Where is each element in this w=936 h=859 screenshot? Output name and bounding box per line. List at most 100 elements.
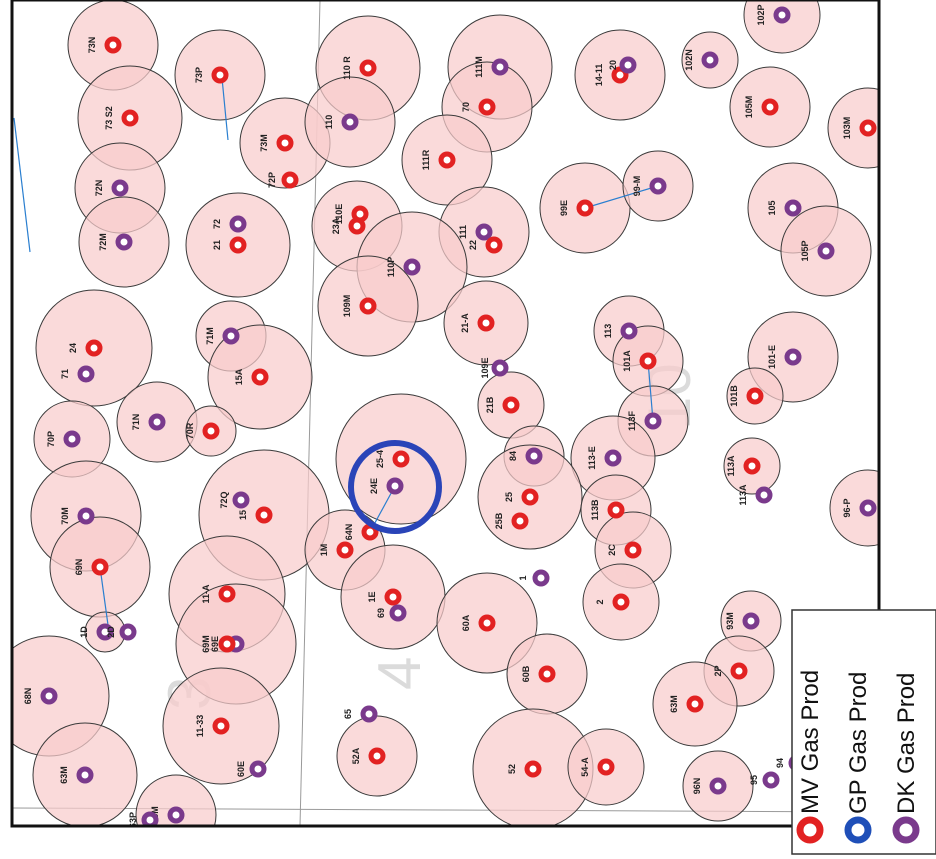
well-dk-icon[interactable]: [773, 6, 791, 24]
well-marker[interactable]: 72P: [267, 171, 299, 189]
well-marker[interactable]: 2C: [607, 541, 642, 559]
well-dk-icon[interactable]: [620, 322, 638, 340]
well-marker[interactable]: 109E: [480, 357, 509, 379]
well-marker[interactable]: 63P: [128, 811, 159, 828]
well-dk-icon[interactable]: [403, 258, 421, 276]
well-marker[interactable]: 1D: [79, 623, 114, 641]
well-dk-icon[interactable]: [859, 499, 877, 517]
well-mv-icon[interactable]: [761, 98, 779, 116]
well-mv-icon[interactable]: [212, 717, 230, 735]
well-marker[interactable]: 63M: [59, 766, 94, 784]
well-marker[interactable]: 93M: [725, 612, 760, 630]
well-marker[interactable]: 25: [504, 488, 539, 506]
well-marker[interactable]: 54-A: [580, 757, 615, 777]
well-marker[interactable]: 95: [749, 771, 780, 789]
well-mv-icon[interactable]: [624, 541, 642, 559]
well-marker[interactable]: 25B: [494, 512, 529, 530]
well-marker[interactable]: 113A: [726, 455, 761, 477]
well-mv-icon[interactable]: [384, 588, 402, 606]
well-marker[interactable]: 96-P: [842, 498, 877, 518]
well-marker[interactable]: 60E: [236, 760, 267, 778]
well-mv-icon[interactable]: [368, 747, 386, 765]
well-marker[interactable]: 52: [507, 760, 542, 778]
well-marker[interactable]: 102N: [684, 49, 719, 71]
well-dk-icon[interactable]: [386, 477, 404, 495]
well-marker[interactable]: 113B: [590, 499, 625, 521]
well-mv-icon[interactable]: [251, 368, 269, 386]
well-mv-icon[interactable]: [485, 236, 503, 254]
well-dk-icon[interactable]: [119, 623, 137, 641]
well-mv-icon[interactable]: [538, 665, 556, 683]
well-marker[interactable]: 113: [603, 322, 638, 340]
well-dk-icon[interactable]: [148, 413, 166, 431]
well-mv-icon[interactable]: [202, 422, 220, 440]
well-dk-icon[interactable]: [762, 771, 780, 789]
well-marker[interactable]: 22: [468, 236, 503, 254]
well-marker[interactable]: 2P: [713, 662, 748, 680]
well-mv-icon[interactable]: [521, 488, 539, 506]
well-marker[interactable]: 21B: [485, 396, 520, 414]
well-marker[interactable]: 72N: [94, 179, 129, 197]
well-marker[interactable]: 110P: [386, 257, 421, 278]
well-marker[interactable]: 71: [60, 365, 95, 383]
well-dk-icon[interactable]: [232, 491, 250, 509]
well-marker[interactable]: 70: [461, 98, 496, 116]
well-marker[interactable]: 70R: [185, 422, 220, 440]
well-marker[interactable]: 110E: [334, 204, 369, 225]
well-dk-icon[interactable]: [167, 806, 185, 824]
well-dk-icon[interactable]: [755, 486, 773, 504]
well-marker[interactable]: 71M: [205, 327, 240, 345]
well-marker[interactable]: 68N: [23, 687, 58, 705]
well-marker[interactable]: 1E: [367, 588, 402, 606]
well-marker[interactable]: 101A: [622, 350, 657, 372]
well-dk-icon[interactable]: [63, 430, 81, 448]
well-mv-icon[interactable]: [612, 593, 630, 611]
well-mv-icon[interactable]: [218, 585, 236, 603]
well-mv-icon[interactable]: [276, 134, 294, 152]
well-marker[interactable]: 105P: [800, 240, 835, 262]
well-mv-icon[interactable]: [611, 66, 629, 84]
well-marker[interactable]: 110: [324, 113, 359, 131]
well-dk-icon[interactable]: [701, 51, 719, 69]
well-mv-icon[interactable]: [85, 339, 103, 357]
well-mv-icon[interactable]: [478, 614, 496, 632]
well-dk-icon[interactable]: [115, 233, 133, 251]
well-dk-icon[interactable]: [389, 604, 407, 622]
well-marker[interactable]: 24E: [369, 477, 404, 495]
well-marker[interactable]: 11-A: [201, 584, 236, 604]
well-mv-icon[interactable]: [477, 314, 495, 332]
well-mv-icon[interactable]: [743, 457, 761, 475]
well-marker[interactable]: 60B: [521, 665, 556, 683]
well-marker[interactable]: 21-A: [460, 313, 495, 333]
well-mv-icon[interactable]: [255, 506, 273, 524]
well-dk-icon[interactable]: [77, 507, 95, 525]
well-marker[interactable]: 99-M: [632, 176, 667, 197]
well-marker[interactable]: 60A: [461, 614, 496, 632]
well-marker[interactable]: 113A: [738, 484, 773, 506]
well-mv-icon[interactable]: [502, 396, 520, 414]
well-mv-icon[interactable]: [104, 36, 122, 54]
well-marker[interactable]: 24: [68, 339, 103, 357]
well-marker[interactable]: 64N: [344, 523, 379, 541]
well-dk-icon[interactable]: [784, 348, 802, 366]
well-marker[interactable]: 105M: [744, 96, 779, 119]
well-dk-icon[interactable]: [649, 177, 667, 195]
well-marker[interactable]: 69M: [201, 635, 236, 653]
well-mv-icon[interactable]: [91, 558, 109, 576]
well-marker[interactable]: 65: [343, 705, 378, 723]
well-dk-icon[interactable]: [491, 58, 509, 76]
well-dk-icon[interactable]: [784, 199, 802, 217]
well-mv-icon[interactable]: [730, 662, 748, 680]
well-marker[interactable]: 84: [508, 447, 543, 465]
well-marker[interactable]: 111: [458, 223, 493, 241]
well-mv-icon[interactable]: [281, 171, 299, 189]
well-mv-icon[interactable]: [121, 109, 139, 127]
well-marker[interactable]: 20: [608, 56, 637, 74]
well-marker[interactable]: 70P: [46, 430, 81, 448]
well-marker[interactable]: 73 S2: [104, 106, 139, 130]
well-dk-icon[interactable]: [77, 365, 95, 383]
well-dk-icon[interactable]: [360, 705, 378, 723]
well-dk-icon[interactable]: [96, 623, 114, 641]
well-mv-icon[interactable]: [859, 119, 877, 137]
well-dk-icon[interactable]: [644, 412, 662, 430]
